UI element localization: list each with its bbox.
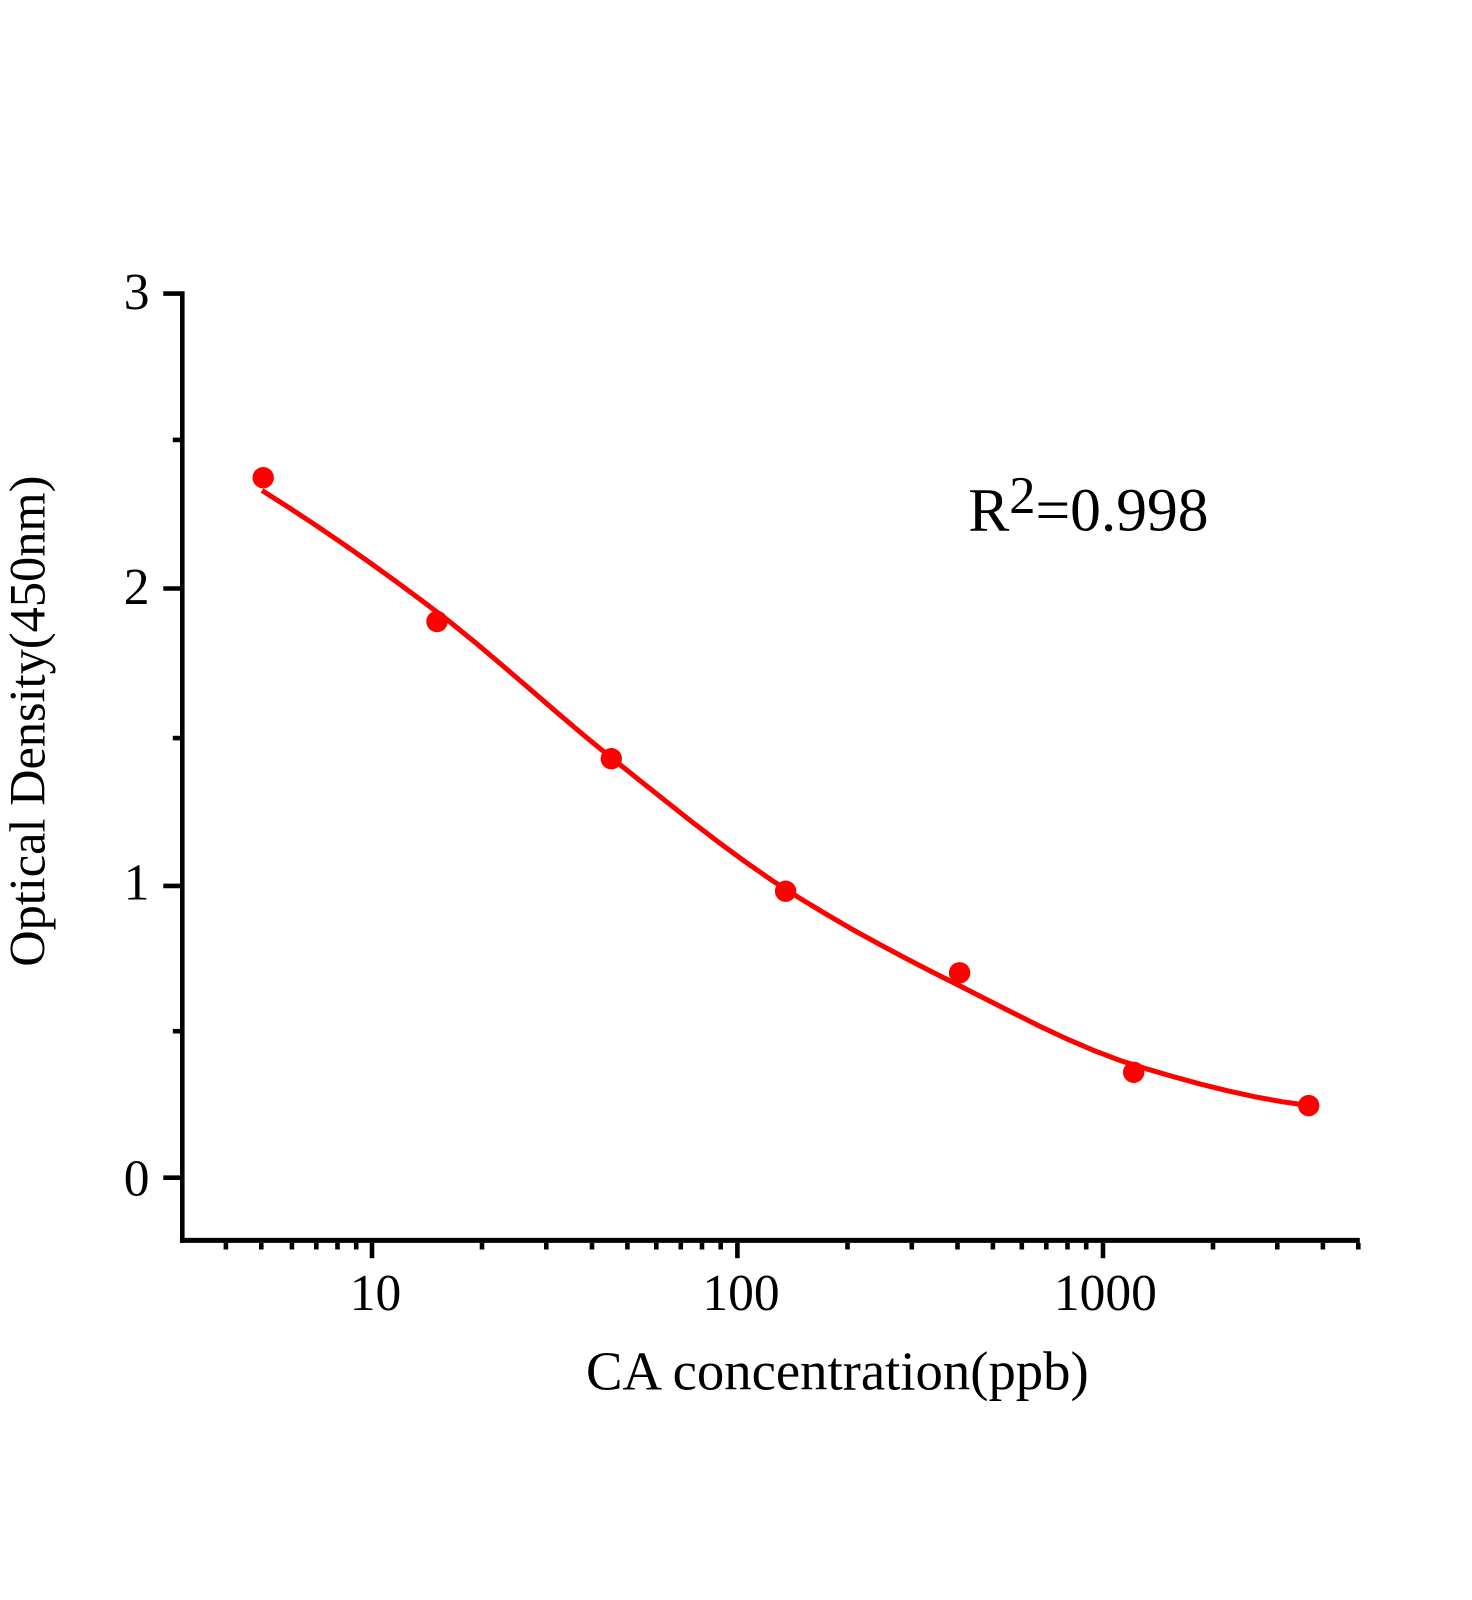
svg-text:10: 10 (350, 1265, 402, 1322)
svg-text:1000: 1000 (1054, 1265, 1157, 1322)
svg-text:0: 0 (124, 1151, 150, 1208)
svg-text:100: 100 (702, 1265, 779, 1322)
svg-text:2: 2 (124, 559, 150, 616)
svg-text:1: 1 (124, 855, 150, 912)
svg-text:Optical Density(450nm): Optical Density(450nm) (0, 476, 56, 967)
svg-text:3: 3 (124, 264, 150, 321)
svg-text:CA concentration(ppb): CA concentration(ppb) (586, 1341, 1089, 1402)
svg-text:R2=0.998: R2=0.998 (968, 467, 1208, 545)
